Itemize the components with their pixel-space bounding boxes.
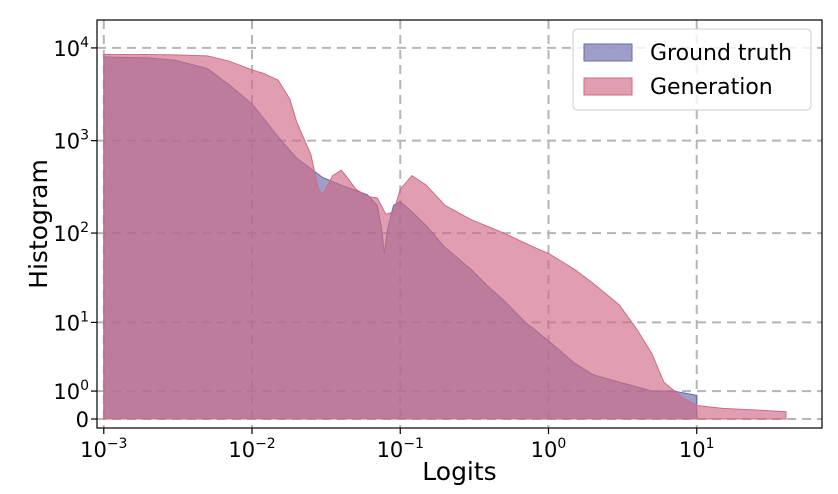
legend-label: Ground truth — [650, 41, 792, 66]
y-tick-label: 101 — [53, 309, 89, 335]
y-tick-label: 103 — [53, 128, 89, 154]
plot-frame — [96, 19, 823, 429]
x-tick-label: 10−1 — [377, 436, 424, 462]
y-tick-label: 104 — [53, 35, 89, 61]
legend-swatch — [583, 43, 633, 62]
legend: Ground truth Generation — [572, 28, 812, 111]
y-tick-label: 100 — [53, 378, 89, 404]
x-axis-ticks: 10−3 10−2 10−1 100 101 — [80, 428, 715, 462]
y-axis-label: Histogram — [24, 159, 53, 289]
x-tick-label: 100 — [531, 436, 567, 462]
y-tick-label: 0 — [76, 408, 89, 432]
x-tick-label: 10−2 — [228, 436, 275, 462]
x-axis-label: Logits — [422, 457, 496, 486]
y-axis-ticks: 0 100 101 102 103 104 — [53, 35, 97, 432]
x-tick-label: 101 — [679, 436, 715, 462]
legend-swatch — [583, 77, 633, 96]
y-tick-label: 102 — [53, 220, 89, 246]
x-tick-label: 10−3 — [80, 436, 127, 462]
legend-label: Generation — [650, 75, 773, 100]
area-series-generation — [103, 54, 787, 420]
series-areas — [103, 54, 787, 420]
